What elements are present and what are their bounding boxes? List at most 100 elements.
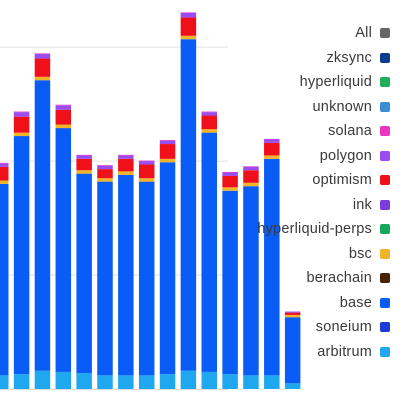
bar-segment-arbitrum[interactable] (0, 375, 9, 389)
bar-segment-arbitrum[interactable] (138, 375, 155, 389)
legend-item-unknown[interactable]: unknown (170, 95, 390, 120)
bar-segment-bsc[interactable] (97, 178, 113, 182)
bar-stack-6[interactable] (97, 165, 113, 389)
bar-segment-solana[interactable] (138, 160, 155, 162)
legend-item-solana[interactable]: solana (170, 119, 390, 144)
bar-stack-8[interactable] (138, 160, 155, 389)
legend-item-ink[interactable]: ink (170, 193, 390, 218)
bar-segment-optimism[interactable] (159, 144, 176, 159)
bar-segment-arbitrum[interactable] (159, 374, 176, 389)
bar-segment-bsc[interactable] (180, 35, 197, 40)
bar-stack-10[interactable] (180, 12, 197, 389)
bar-segment-base[interactable] (0, 183, 9, 376)
bar-segment-solana[interactable] (222, 171, 238, 173)
bar-segment-solana[interactable] (97, 165, 113, 166)
bar-segment-solana[interactable] (13, 111, 30, 113)
bar-segment-optimism[interactable] (118, 158, 134, 172)
bar-segment-base[interactable] (76, 173, 92, 374)
bar-segment-polygon[interactable] (159, 140, 176, 145)
bar-segment-bsc[interactable] (13, 132, 30, 137)
legend-item-zksync[interactable]: zksync (170, 46, 390, 71)
bar-stack-14[interactable] (264, 138, 280, 389)
bar-segment-base[interactable] (97, 181, 113, 376)
bar-segment-bsc[interactable] (76, 170, 92, 174)
bar-segment-bsc[interactable] (284, 314, 301, 318)
bar-segment-polygon[interactable] (13, 112, 30, 117)
bar-stack-2[interactable] (13, 111, 30, 389)
bar-segment-arbitrum[interactable] (76, 373, 92, 389)
bar-segment-optimism[interactable] (97, 169, 113, 179)
bar-segment-base[interactable] (34, 80, 51, 371)
bar-segment-optimism[interactable] (34, 58, 51, 77)
bar-stack-12[interactable] (222, 171, 238, 389)
bar-segment-polygon[interactable] (243, 166, 259, 171)
bar-segment-arbitrum[interactable] (13, 374, 30, 389)
bar-segment-solana[interactable] (76, 154, 92, 156)
bar-segment-arbitrum[interactable] (97, 375, 113, 389)
bar-segment-polygon[interactable] (76, 155, 92, 159)
bar-segment-optimism[interactable] (180, 17, 197, 36)
bar-segment-arbitrum[interactable] (264, 375, 280, 389)
bar-stack-1[interactable] (0, 162, 9, 389)
bar-segment-polygon[interactable] (180, 13, 197, 18)
legend-item-All[interactable]: All (170, 21, 390, 46)
bar-segment-base[interactable] (159, 162, 176, 375)
bar-segment-arbitrum[interactable] (222, 374, 238, 389)
bar-stack-11[interactable] (201, 111, 218, 389)
bar-segment-base[interactable] (201, 132, 218, 372)
bar-segment-polygon[interactable] (34, 54, 51, 59)
bar-segment-bsc[interactable] (0, 180, 9, 184)
bar-segment-base[interactable] (138, 181, 155, 376)
bar-segment-polygon[interactable] (138, 161, 155, 165)
bar-segment-arbitrum[interactable] (55, 371, 72, 389)
bar-segment-arbitrum[interactable] (180, 370, 197, 389)
bar-segment-solana[interactable] (0, 162, 9, 164)
bar-stack-4[interactable] (55, 104, 72, 389)
bar-segment-optimism[interactable] (222, 175, 238, 188)
bar-segment-optimism[interactable] (284, 312, 301, 315)
bar-stack-13[interactable] (243, 166, 259, 389)
legend-item-soneium[interactable]: soneium (170, 315, 390, 340)
bar-segment-polygon[interactable] (222, 172, 238, 176)
bar-segment-polygon[interactable] (284, 311, 301, 313)
legend-item-base[interactable]: base (170, 291, 390, 316)
bar-segment-base[interactable] (243, 186, 259, 376)
bar-stack-5[interactable] (76, 154, 92, 389)
legend-item-hyperliquid-perps[interactable]: hyperliquid-perps (170, 217, 390, 242)
bar-stack-9[interactable] (159, 140, 176, 389)
bar-segment-polygon[interactable] (55, 105, 72, 110)
bar-segment-base[interactable] (180, 39, 197, 371)
legend-item-polygon[interactable]: polygon (170, 144, 390, 169)
bar-segment-base[interactable] (264, 158, 280, 376)
bar-segment-arbitrum[interactable] (118, 375, 134, 389)
bar-stack-3[interactable] (34, 53, 51, 389)
bar-segment-arbitrum[interactable] (243, 375, 259, 389)
bar-segment-base[interactable] (222, 190, 238, 375)
bar-segment-optimism[interactable] (13, 116, 30, 133)
bar-segment-optimism[interactable] (55, 109, 72, 125)
bar-segment-polygon[interactable] (201, 112, 218, 116)
legend-item-bsc[interactable]: bsc (170, 242, 390, 267)
bar-segment-solana[interactable] (118, 154, 134, 156)
bar-segment-bsc[interactable] (55, 124, 72, 129)
bar-segment-base[interactable] (284, 317, 301, 384)
bar-segment-solana[interactable] (159, 140, 176, 141)
bar-segment-bsc[interactable] (243, 182, 259, 187)
bar-segment-polygon[interactable] (264, 139, 280, 143)
bar-segment-base[interactable] (118, 174, 134, 376)
bar-segment-solana[interactable] (55, 104, 72, 106)
bar-segment-bsc[interactable] (201, 129, 218, 133)
bar-segment-base[interactable] (13, 136, 30, 375)
bar-segment-optimism[interactable] (201, 115, 218, 130)
bar-segment-bsc[interactable] (118, 171, 134, 175)
bar-segment-arbitrum[interactable] (34, 370, 51, 389)
bar-segment-optimism[interactable] (0, 166, 9, 181)
bar-stack-15[interactable] (284, 311, 301, 389)
bar-segment-solana[interactable] (180, 12, 197, 13)
bar-segment-solana[interactable] (34, 53, 51, 55)
bar-segment-bsc[interactable] (34, 76, 51, 81)
legend-item-hyperliquid[interactable]: hyperliquid (170, 70, 390, 95)
bar-segment-optimism[interactable] (264, 142, 280, 156)
legend-item-berachain[interactable]: berachain (170, 266, 390, 291)
bar-stack-7[interactable] (118, 154, 134, 389)
